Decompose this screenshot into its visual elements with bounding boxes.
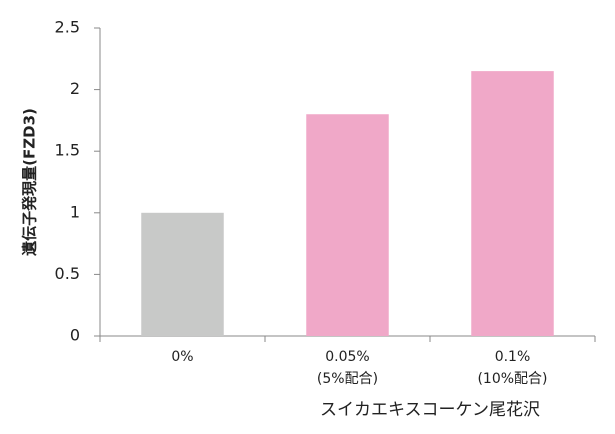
x-tick-label: 0.05% (5%配合) — [316, 349, 379, 387]
bar — [306, 114, 389, 337]
x-axis-title: スイカエキスコーケン尾花沢 — [320, 400, 540, 420]
x-tick-label: 0.1% (10%配合) — [477, 349, 548, 387]
y-tick-label: 0 — [70, 326, 80, 345]
y-tick-label: 1 — [70, 202, 80, 221]
bar — [471, 71, 554, 337]
y-tick-label: 2 — [70, 79, 80, 98]
x-tick-label: 0% — [171, 349, 194, 365]
y-axis-title: 遺伝子発現量(FZD3) — [21, 108, 39, 257]
y-tick-label: 1.5 — [55, 141, 80, 160]
y-tick-label: 0.5 — [55, 264, 80, 283]
bar — [141, 212, 224, 336]
y-tick-label: 2.5 — [55, 18, 80, 37]
